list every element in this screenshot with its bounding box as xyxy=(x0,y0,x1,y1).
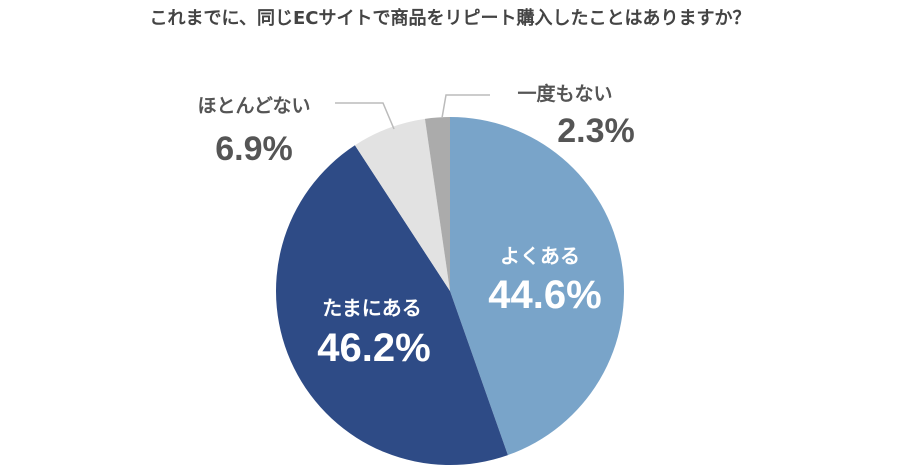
label-hotondonai: ほとんどない xyxy=(197,95,310,117)
label-yokuaru: よくある xyxy=(500,244,580,268)
chart-title: これまでに、同じECサイトで商品をリピート購入したことはありますか？ xyxy=(150,7,751,29)
value-ichidomonai: 2.3% xyxy=(557,112,635,150)
label-ichidomonai: 一度もない xyxy=(517,82,612,105)
leader-line-ichidomonai xyxy=(441,94,490,119)
pie-slice-ichidomonai xyxy=(424,117,450,291)
value-yokuaru: 44.6% xyxy=(488,273,601,317)
pie-slice-yokuaru xyxy=(450,117,625,456)
pie-slice-hotondonai xyxy=(354,118,450,292)
pie-slices xyxy=(276,117,625,465)
leader-line-hotondonai xyxy=(335,102,395,130)
pie-slice-tamaniaru xyxy=(276,145,508,465)
label-tamaniaru: たまにある xyxy=(322,296,421,320)
value-tamaniaru: 46.2% xyxy=(317,326,430,370)
value-hotondonai: 6.9% xyxy=(215,130,293,168)
